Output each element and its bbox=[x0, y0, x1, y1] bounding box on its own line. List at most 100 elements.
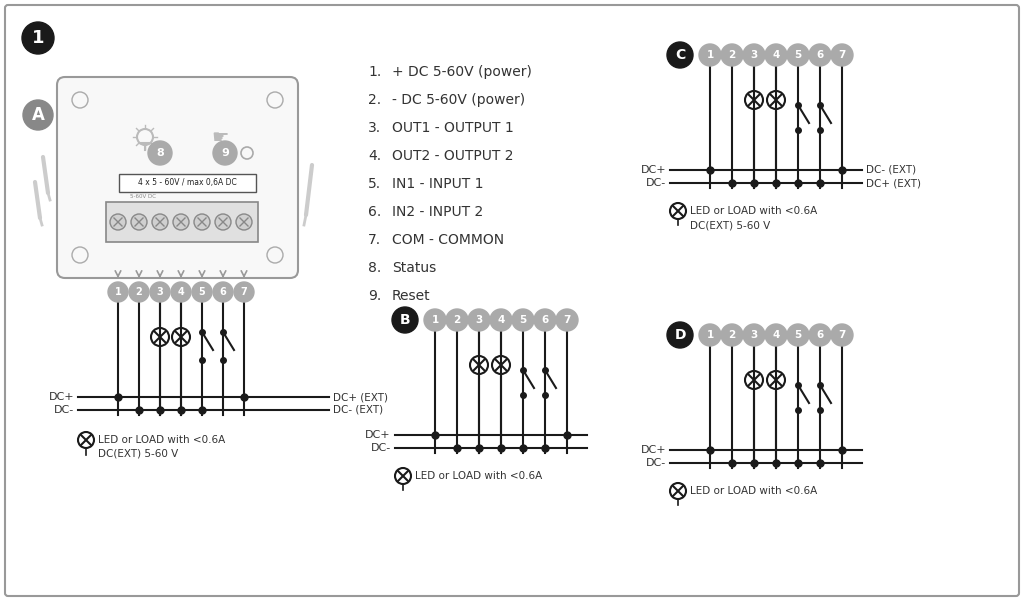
Text: DC-: DC- bbox=[53, 405, 74, 415]
Text: Status: Status bbox=[392, 261, 436, 275]
Text: LED or LOAD with <0.6A: LED or LOAD with <0.6A bbox=[98, 435, 225, 445]
Circle shape bbox=[213, 282, 233, 302]
Text: 6: 6 bbox=[219, 287, 226, 297]
FancyBboxPatch shape bbox=[119, 174, 256, 192]
Text: 7: 7 bbox=[563, 315, 570, 325]
Text: 3.: 3. bbox=[368, 121, 381, 135]
Text: DC+ (EXT): DC+ (EXT) bbox=[866, 178, 921, 188]
Text: DC+ (EXT): DC+ (EXT) bbox=[333, 392, 388, 402]
Text: 1: 1 bbox=[707, 330, 714, 340]
Circle shape bbox=[22, 22, 54, 54]
Text: 5: 5 bbox=[519, 315, 526, 325]
Text: 8: 8 bbox=[156, 148, 164, 158]
Text: 9: 9 bbox=[221, 148, 229, 158]
Circle shape bbox=[556, 309, 578, 331]
Text: 2: 2 bbox=[454, 315, 461, 325]
Circle shape bbox=[831, 44, 853, 66]
Text: 2.: 2. bbox=[368, 93, 381, 107]
Text: 9.: 9. bbox=[368, 289, 381, 303]
Text: 3: 3 bbox=[157, 287, 164, 297]
Circle shape bbox=[23, 100, 53, 130]
Text: 2: 2 bbox=[728, 330, 735, 340]
Text: DC(EXT) 5-60 V: DC(EXT) 5-60 V bbox=[690, 220, 770, 230]
Text: DC+: DC+ bbox=[640, 445, 666, 455]
Circle shape bbox=[468, 309, 490, 331]
Circle shape bbox=[194, 214, 210, 230]
Text: 6: 6 bbox=[816, 330, 823, 340]
Text: 6: 6 bbox=[542, 315, 549, 325]
Text: IN1 - INPUT 1: IN1 - INPUT 1 bbox=[392, 177, 483, 191]
FancyBboxPatch shape bbox=[5, 5, 1019, 596]
Circle shape bbox=[236, 214, 252, 230]
Text: DC(EXT) 5-60 V: DC(EXT) 5-60 V bbox=[98, 449, 178, 459]
Circle shape bbox=[831, 324, 853, 346]
Circle shape bbox=[699, 44, 721, 66]
Circle shape bbox=[148, 141, 172, 165]
FancyBboxPatch shape bbox=[57, 77, 298, 278]
Text: DC+: DC+ bbox=[640, 165, 666, 175]
Circle shape bbox=[512, 309, 534, 331]
Text: 3: 3 bbox=[751, 50, 758, 60]
Text: 4: 4 bbox=[772, 330, 779, 340]
Circle shape bbox=[721, 44, 743, 66]
Circle shape bbox=[534, 309, 556, 331]
Circle shape bbox=[809, 324, 831, 346]
Circle shape bbox=[131, 214, 147, 230]
FancyBboxPatch shape bbox=[106, 202, 258, 242]
Circle shape bbox=[173, 214, 189, 230]
Text: 5-60V DC: 5-60V DC bbox=[130, 194, 156, 199]
Circle shape bbox=[215, 214, 231, 230]
Text: 7: 7 bbox=[241, 287, 248, 297]
Circle shape bbox=[424, 309, 446, 331]
Text: 6: 6 bbox=[816, 50, 823, 60]
Text: 5: 5 bbox=[199, 287, 206, 297]
Text: 3: 3 bbox=[475, 315, 482, 325]
Text: 4: 4 bbox=[177, 287, 184, 297]
Circle shape bbox=[667, 322, 693, 348]
Text: 6.: 6. bbox=[368, 205, 381, 219]
Circle shape bbox=[667, 42, 693, 68]
Text: 7: 7 bbox=[839, 330, 846, 340]
Text: 4.: 4. bbox=[368, 149, 381, 163]
Circle shape bbox=[392, 307, 418, 333]
Circle shape bbox=[213, 141, 237, 165]
Text: LED or LOAD with <0.6A: LED or LOAD with <0.6A bbox=[690, 206, 817, 216]
Text: 2: 2 bbox=[728, 50, 735, 60]
Text: + DC 5-60V (power): + DC 5-60V (power) bbox=[392, 65, 531, 79]
Text: DC-: DC- bbox=[371, 443, 391, 453]
Circle shape bbox=[108, 282, 128, 302]
Text: DC-: DC- bbox=[646, 178, 666, 188]
Text: OUT1 - OUTPUT 1: OUT1 - OUTPUT 1 bbox=[392, 121, 514, 135]
Circle shape bbox=[193, 282, 212, 302]
Circle shape bbox=[743, 44, 765, 66]
Text: OUT2 - OUTPUT 2: OUT2 - OUTPUT 2 bbox=[392, 149, 513, 163]
Text: DC- (EXT): DC- (EXT) bbox=[333, 405, 383, 415]
Text: 3: 3 bbox=[751, 330, 758, 340]
Text: A: A bbox=[32, 106, 44, 124]
Text: 8.: 8. bbox=[368, 261, 381, 275]
Text: DC+: DC+ bbox=[48, 392, 74, 402]
Circle shape bbox=[765, 44, 787, 66]
Text: 7: 7 bbox=[839, 50, 846, 60]
Text: 4 x 5 - 60V / max 0,6A DC: 4 x 5 - 60V / max 0,6A DC bbox=[138, 178, 237, 188]
Circle shape bbox=[765, 324, 787, 346]
Text: 1: 1 bbox=[32, 29, 44, 47]
Text: LED or LOAD with <0.6A: LED or LOAD with <0.6A bbox=[415, 471, 543, 481]
Text: 1: 1 bbox=[431, 315, 438, 325]
Text: 5: 5 bbox=[795, 330, 802, 340]
Circle shape bbox=[721, 324, 743, 346]
Text: LED or LOAD with <0.6A: LED or LOAD with <0.6A bbox=[690, 486, 817, 496]
Text: 1.: 1. bbox=[368, 65, 381, 79]
Circle shape bbox=[490, 309, 512, 331]
Text: IN2 - INPUT 2: IN2 - INPUT 2 bbox=[392, 205, 483, 219]
Circle shape bbox=[787, 44, 809, 66]
Text: DC- (EXT): DC- (EXT) bbox=[866, 165, 916, 175]
Circle shape bbox=[152, 214, 168, 230]
Text: COM - COMMON: COM - COMMON bbox=[392, 233, 504, 247]
Circle shape bbox=[150, 282, 170, 302]
Text: 5: 5 bbox=[795, 50, 802, 60]
Circle shape bbox=[743, 324, 765, 346]
Circle shape bbox=[809, 44, 831, 66]
Text: DC-: DC- bbox=[646, 458, 666, 468]
Text: B: B bbox=[399, 313, 411, 327]
